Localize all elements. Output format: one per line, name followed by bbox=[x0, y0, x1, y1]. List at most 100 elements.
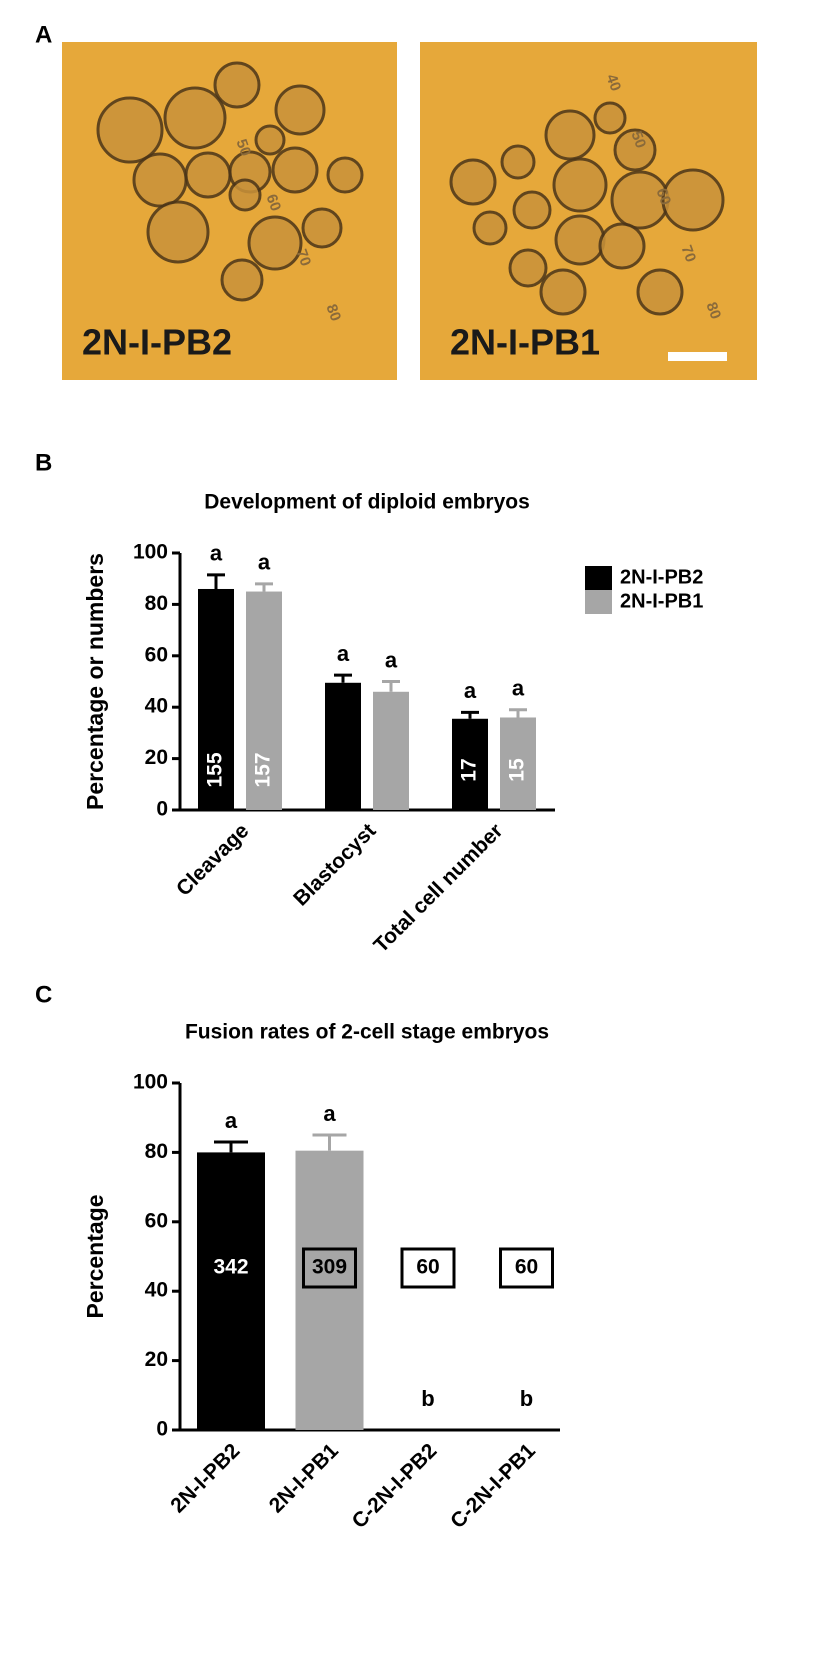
embryo bbox=[146, 200, 210, 264]
y-tick-label: 60 bbox=[145, 1209, 168, 1232]
ruler-label: 70 bbox=[293, 247, 315, 268]
bar bbox=[198, 588, 234, 810]
embryo bbox=[184, 151, 232, 199]
x-tick-label: C-2N-I-PB2 bbox=[348, 1439, 442, 1533]
ruler-label: 80 bbox=[323, 302, 345, 323]
image-label: 2N-I-PB2 bbox=[82, 322, 232, 363]
significance-letter: a bbox=[512, 676, 525, 701]
embryo bbox=[449, 158, 497, 206]
embryo bbox=[220, 258, 264, 302]
embryo bbox=[326, 156, 364, 194]
embryo bbox=[228, 178, 262, 212]
bar bbox=[500, 717, 536, 810]
ruler-label: 40 bbox=[603, 72, 625, 93]
bar bbox=[452, 718, 488, 810]
y-tick-label: 20 bbox=[145, 1348, 168, 1371]
legend-label: 2N-I-PB2 bbox=[620, 566, 703, 588]
embryo bbox=[636, 268, 684, 316]
ruler-label: 80 bbox=[703, 300, 725, 321]
y-tick-label: 0 bbox=[156, 798, 168, 821]
embryo bbox=[163, 86, 227, 150]
scale-bar bbox=[668, 352, 727, 361]
error-bar bbox=[334, 673, 352, 683]
bar bbox=[246, 591, 282, 810]
error-bar bbox=[214, 1140, 248, 1153]
embryo bbox=[552, 157, 608, 213]
n-box bbox=[400, 1247, 456, 1289]
embryo bbox=[213, 61, 261, 109]
n-label: 60 bbox=[416, 1256, 439, 1279]
ruler-label: 60 bbox=[263, 192, 285, 213]
n-box bbox=[302, 1247, 357, 1289]
embryo bbox=[598, 222, 646, 270]
significance-letter: b bbox=[520, 1386, 533, 1411]
embryo bbox=[554, 214, 606, 266]
significance-letter: a bbox=[464, 678, 477, 703]
significance-letter: a bbox=[337, 641, 350, 666]
panel-label: C bbox=[35, 981, 52, 1008]
error-bar bbox=[382, 680, 400, 692]
significance-letter: a bbox=[210, 541, 223, 566]
embryo bbox=[301, 207, 343, 249]
legend-swatch bbox=[585, 590, 612, 614]
embryo bbox=[247, 215, 303, 271]
embryo bbox=[512, 190, 552, 230]
y-tick-label: 80 bbox=[145, 1140, 168, 1163]
x-tick-label: Cleavage bbox=[172, 819, 253, 900]
n-label: 342 bbox=[213, 1256, 248, 1279]
n-label: 15 bbox=[506, 758, 529, 782]
significance-letter: b bbox=[421, 1386, 434, 1411]
error-bar bbox=[255, 582, 273, 592]
embryo bbox=[661, 168, 725, 232]
embryo bbox=[544, 109, 596, 161]
embryo bbox=[96, 96, 164, 164]
y-axis-label: Percentage bbox=[82, 1194, 108, 1318]
legend-label: 2N-I-PB1 bbox=[620, 590, 703, 612]
n-label: 60 bbox=[515, 1256, 538, 1279]
x-tick-label: Total cell number bbox=[369, 819, 507, 957]
significance-letter: a bbox=[385, 647, 398, 672]
x-tick-label: 2N-I-PB2 bbox=[166, 1439, 244, 1517]
legend-swatch bbox=[585, 566, 612, 590]
x-tick-label: Blastocyst bbox=[289, 819, 380, 910]
significance-letter: a bbox=[258, 550, 271, 575]
ruler-label: 60 bbox=[653, 186, 675, 207]
panel-label: B bbox=[35, 449, 52, 476]
chart-title: Development of diploid embryos bbox=[204, 491, 530, 514]
x-tick-label: C-2N-I-PB1 bbox=[446, 1439, 540, 1533]
significance-letter: a bbox=[225, 1108, 238, 1133]
n-box bbox=[499, 1247, 554, 1289]
y-tick-label: 20 bbox=[145, 746, 168, 769]
ruler-label: 70 bbox=[678, 243, 700, 264]
bar bbox=[197, 1152, 265, 1430]
y-tick-label: 100 bbox=[133, 1071, 168, 1094]
y-axis-label: Percentage or numbers bbox=[82, 553, 108, 810]
embryo bbox=[613, 128, 657, 172]
embryo bbox=[593, 101, 627, 135]
error-bar bbox=[461, 710, 479, 719]
n-label: 17 bbox=[458, 758, 481, 781]
ruler-label: 50 bbox=[233, 137, 255, 158]
y-tick-label: 100 bbox=[133, 541, 168, 564]
embryo bbox=[132, 152, 188, 208]
n-label: 157 bbox=[252, 752, 275, 787]
y-tick-label: 40 bbox=[145, 695, 168, 718]
y-tick-label: 60 bbox=[145, 643, 168, 666]
ruler-label: 50 bbox=[628, 129, 650, 150]
chart-title: Fusion rates of 2-cell stage embryos bbox=[185, 1021, 549, 1044]
image-label: 2N-I-PB1 bbox=[450, 322, 600, 363]
x-tick-label: 2N-I-PB1 bbox=[265, 1439, 343, 1517]
error-bar bbox=[207, 573, 225, 589]
error-bar bbox=[509, 708, 527, 718]
embryo bbox=[539, 268, 587, 316]
bar bbox=[325, 682, 361, 810]
embryo bbox=[508, 248, 548, 288]
n-label: 309 bbox=[312, 1256, 347, 1279]
n-label: 155 bbox=[204, 752, 227, 787]
y-tick-label: 80 bbox=[145, 592, 168, 615]
embryo bbox=[271, 146, 319, 194]
bar bbox=[295, 1150, 364, 1430]
y-tick-label: 40 bbox=[145, 1279, 168, 1302]
significance-letter: a bbox=[323, 1101, 336, 1126]
